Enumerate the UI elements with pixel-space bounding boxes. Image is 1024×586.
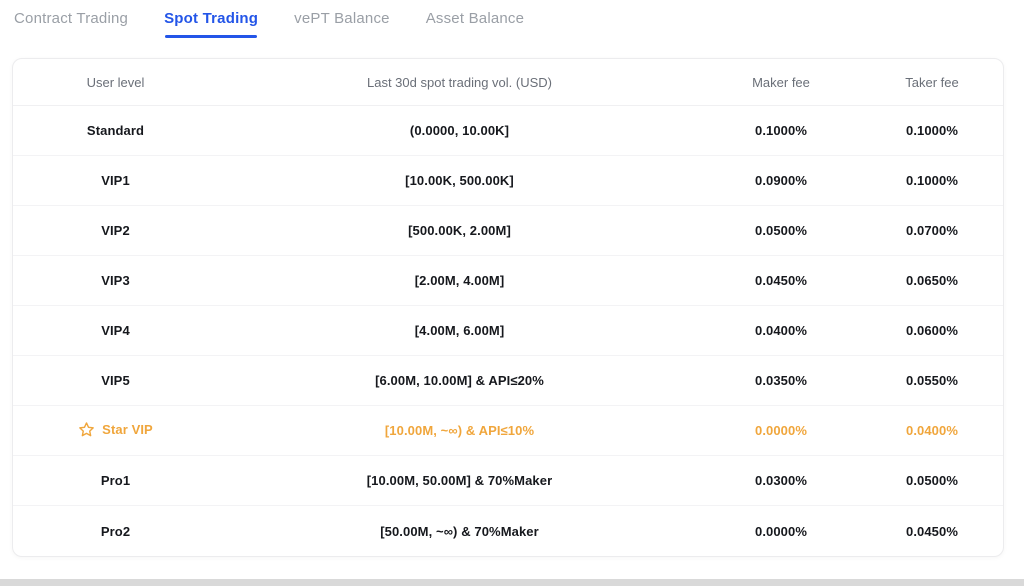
volume-cell: [10.00K, 500.00K] xyxy=(405,173,514,188)
user-level-cell: Standard xyxy=(86,123,145,138)
taker-fee-cell: 0.1000% xyxy=(905,173,959,188)
table-row: Pro1 [10.00M, 50.00M] & 70%Maker 0.0300%… xyxy=(13,456,1003,506)
volume-cell: [10.00M, 50.00M] & 70%Maker xyxy=(366,473,553,488)
user-level-cell: VIP1 xyxy=(101,173,130,188)
user-level-cell: Star VIP xyxy=(13,421,218,441)
taker-fee-cell: 0.0500% xyxy=(905,473,959,488)
table-row: VIP5 [6.00M, 10.00M] & API≤20% 0.0350% 0… xyxy=(13,356,1003,406)
table-header-row: User level Last 30d spot trading vol. (U… xyxy=(13,59,1003,106)
table-row: VIP3 [2.00M, 4.00M] 0.0450% 0.0650% xyxy=(13,256,1003,306)
taker-fee-cell: 0.0450% xyxy=(905,523,959,539)
taker-fee-cell: 0.0400% xyxy=(905,423,959,438)
table-row: Pro2 [50.00M, ~∞) & 70%Maker 0.0000% 0.0… xyxy=(13,506,1003,556)
maker-fee-cell: 0.0900% xyxy=(754,173,808,188)
user-level-cell: VIP5 xyxy=(101,373,130,388)
user-level-label: Star VIP xyxy=(102,421,153,437)
maker-fee-cell: 0.0300% xyxy=(754,473,808,488)
volume-cell: [4.00M, 6.00M] xyxy=(414,323,505,338)
volume-cell: [500.00K, 2.00M] xyxy=(408,223,511,238)
volume-cell: [50.00M, ~∞) & 70%Maker xyxy=(380,523,539,539)
maker-fee-cell: 0.0350% xyxy=(754,373,808,388)
volume-cell: [10.00M, ~∞) & API≤10% xyxy=(384,423,535,438)
fee-table-card: User level Last 30d spot trading vol. (U… xyxy=(12,58,1004,557)
table-row: VIP1 [10.00K, 500.00K] 0.0900% 0.1000% xyxy=(13,156,1003,206)
volume-cell: [6.00M, 10.00M] & API≤20% xyxy=(375,373,544,388)
header-taker-fee: Taker fee xyxy=(905,74,959,90)
volume-cell: (0.0000, 10.00K] xyxy=(409,123,510,138)
header-maker-fee: Maker fee xyxy=(752,74,810,90)
user-level-cell: VIP2 xyxy=(101,223,130,238)
bottom-edge-strip xyxy=(0,579,1024,586)
maker-fee-cell: 0.1000% xyxy=(754,123,808,138)
table-row-star-vip: Star VIP [10.00M, ~∞) & API≤10% 0.0000% … xyxy=(13,406,1003,456)
table-row: VIP4 [4.00M, 6.00M] 0.0400% 0.0600% xyxy=(13,306,1003,356)
taker-fee-cell: 0.0650% xyxy=(905,273,959,288)
taker-fee-cell: 0.0600% xyxy=(905,323,959,338)
maker-fee-cell: 0.0000% xyxy=(754,523,808,539)
maker-fee-cell: 0.0500% xyxy=(754,223,808,238)
user-level-cell: Pro1 xyxy=(100,473,131,488)
maker-fee-cell: 0.0400% xyxy=(754,323,808,338)
tab-vept-balance[interactable]: vePT Balance xyxy=(294,10,390,27)
user-level-cell: VIP3 xyxy=(101,273,130,288)
star-icon xyxy=(78,421,95,438)
tab-spot-trading[interactable]: Spot Trading xyxy=(164,10,258,38)
header-volume: Last 30d spot trading vol. (USD) xyxy=(367,74,552,90)
table-row: Standard (0.0000, 10.00K] 0.1000% 0.1000… xyxy=(13,106,1003,156)
header-user-level: User level xyxy=(86,74,145,90)
tab-asset-balance[interactable]: Asset Balance xyxy=(425,10,525,27)
maker-fee-cell: 0.0450% xyxy=(754,273,808,288)
taker-fee-cell: 0.1000% xyxy=(905,123,959,138)
user-level-cell: Pro2 xyxy=(100,523,131,539)
table-row: VIP2 [500.00K, 2.00M] 0.0500% 0.0700% xyxy=(13,206,1003,256)
taker-fee-cell: 0.0700% xyxy=(905,223,959,238)
maker-fee-cell: 0.0000% xyxy=(754,423,808,438)
taker-fee-cell: 0.0550% xyxy=(905,373,959,388)
tab-bar: Contract Trading Spot Trading vePT Balan… xyxy=(0,0,1024,38)
tab-contract-trading[interactable]: Contract Trading xyxy=(14,10,129,27)
user-level-cell: VIP4 xyxy=(101,323,130,338)
volume-cell: [2.00M, 4.00M] xyxy=(414,273,505,288)
